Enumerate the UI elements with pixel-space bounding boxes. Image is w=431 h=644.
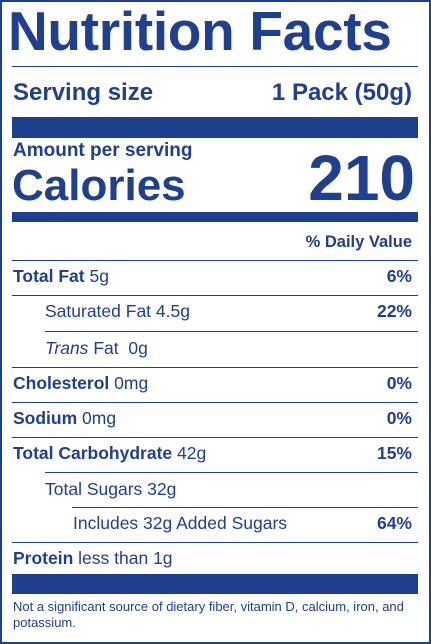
calories-label: Calories [12, 161, 186, 210]
amount-per-serving: Amount per serving [13, 140, 193, 161]
nutrient-name: Sodium [13, 408, 78, 428]
nutrient-row-cholesterol: Cholesterol 0mg 0% [13, 373, 412, 394]
divider [12, 295, 418, 296]
nutrient-dv: 0% [386, 373, 412, 393]
nutrient-name: Total Sugars [45, 479, 143, 499]
nutrient-row-total-fat: Total Fat 5g 6% [13, 266, 412, 287]
nutrient-name: Total Fat [13, 266, 85, 286]
divider [12, 66, 418, 67]
nutrient-amount: less than 1g [78, 548, 173, 568]
nutrient-row-sodium: Sodium 0mg 0% [13, 408, 412, 429]
thick-divider [12, 574, 418, 594]
divider [72, 507, 418, 508]
medium-divider [12, 212, 418, 222]
nutrient-amount: 42g [177, 443, 207, 463]
nutrient-dv: 6% [386, 266, 412, 286]
nutrient-name-italic: Trans [45, 338, 89, 358]
serving-size-row: Serving size 1 Pack (50g) [13, 79, 412, 107]
nutrient-name: Fat [93, 338, 119, 358]
nutrient-name: Protein [13, 548, 74, 568]
footnote: Not a significant source of dietary fibe… [13, 599, 404, 630]
nutrient-amount: 0mg [114, 373, 149, 393]
nutrient-name: Cholesterol [13, 373, 110, 393]
nutrient-row-total-sugars: Total Sugars 32g [45, 479, 412, 500]
label-title: Nutrition Facts [8, 0, 392, 62]
nutrient-dv: 64% [376, 513, 412, 533]
nutrient-row-total-carbohydrate: Total Carbohydrate 42g 15% [13, 443, 412, 464]
divider [12, 542, 418, 543]
divider [12, 402, 418, 403]
nutrient-amount: 0g [128, 338, 148, 358]
nutrient-row-added-sugars: Includes 32g Added Sugars 64% [73, 513, 412, 534]
nutrient-name: Saturated Fat [45, 301, 152, 321]
nutrient-row-trans-fat: Trans Fat 0g [45, 338, 412, 359]
nutrient-amount: 32g [147, 479, 177, 499]
nutrient-row-protein: Protein less than 1g [13, 548, 412, 569]
nutrient-dv: 15% [376, 443, 412, 463]
daily-value-header: % Daily Value [305, 233, 412, 251]
nutrient-amount: 5g [89, 266, 109, 286]
divider [45, 331, 418, 332]
divider [12, 367, 418, 368]
calories-value: 210 [308, 142, 415, 214]
nutrient-name: Includes 32g Added Sugars [73, 513, 288, 533]
nutrient-dv: 22% [376, 301, 412, 321]
divider [12, 437, 418, 438]
nutrient-name: Total Carbohydrate [13, 443, 173, 463]
divider [12, 260, 418, 261]
divider [45, 472, 418, 473]
serving-size-label: Serving size [13, 79, 154, 106]
serving-size-value: 1 Pack (50g) [271, 79, 412, 106]
nutrient-row-saturated-fat: Saturated Fat 4.5g 22% [45, 301, 412, 322]
thick-divider [12, 117, 418, 138]
nutrient-amount: 0mg [82, 408, 117, 428]
nutrient-amount: 4.5g [155, 301, 190, 321]
nutrient-dv: 0% [386, 408, 412, 428]
